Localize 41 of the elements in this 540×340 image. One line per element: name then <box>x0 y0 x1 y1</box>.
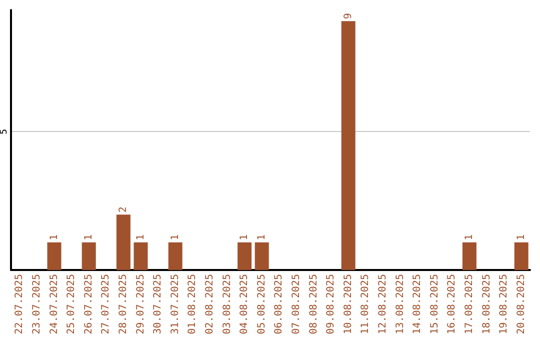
x-tick-label: 06.08.2025 <box>274 274 285 334</box>
x-tick-label: 12.08.2025 <box>377 274 388 334</box>
data-label: 1 <box>516 234 527 240</box>
x-tick-label: 24.07.2025 <box>48 274 60 334</box>
data-label: 1 <box>239 234 250 240</box>
x-tick-label: 27.07.2025 <box>100 274 112 334</box>
x-tick-label: 04.08.2025 <box>239 274 250 334</box>
data-label: 2 <box>118 206 129 213</box>
x-tick-label: 18.08.2025 <box>481 274 492 334</box>
x-tick-label: 15.08.2025 <box>429 274 440 334</box>
y-tick-label: 5 <box>0 128 10 134</box>
x-tick-label: 01.08.2025 <box>187 274 198 334</box>
x-tick-label: 20.08.2025 <box>516 274 527 334</box>
data-label: 1 <box>170 234 181 240</box>
x-tick-label: 26.07.2025 <box>83 274 94 334</box>
x-tick-label: 19.08.2025 <box>498 274 510 334</box>
x-tick-label: 03.08.2025 <box>222 274 233 334</box>
x-tick-label: 31.07.2025 <box>170 274 181 334</box>
x-tick-label: 07.08.2025 <box>290 274 302 334</box>
x-tick-label: 30.07.2025 <box>152 274 164 334</box>
data-label: 9 <box>342 13 354 20</box>
data-label: 1 <box>256 234 268 240</box>
x-tick-label: 22.07.2025 <box>14 274 26 334</box>
x-tick-label: 29.07.2025 <box>135 274 146 334</box>
x-tick-label: 11.08.2025 <box>360 274 372 334</box>
data-label: 1 <box>83 234 94 240</box>
x-tick-label: 08.08.2025 <box>308 274 320 334</box>
x-tick-label: 25.07.2025 <box>66 274 78 334</box>
x-tick-label: 28.07.2025 <box>118 274 129 334</box>
x-tick-label: 05.08.2025 <box>256 274 268 334</box>
x-tick-label: 10.08.2025 <box>342 274 354 334</box>
x-tick-label: 23.07.2025 <box>31 274 42 334</box>
data-label: 1 <box>135 234 146 240</box>
x-tick-label: 17.08.2025 <box>464 274 475 334</box>
x-tick-label: 02.08.2025 <box>204 274 216 334</box>
data-label: 1 <box>464 234 475 240</box>
x-tick-label: 09.08.2025 <box>326 274 337 334</box>
data-label: 1 <box>48 234 60 240</box>
x-tick-label: 13.08.2025 <box>394 274 406 334</box>
x-tick-label: 14.08.2025 <box>412 274 424 334</box>
x-tick-label: 16.08.2025 <box>446 274 458 334</box>
